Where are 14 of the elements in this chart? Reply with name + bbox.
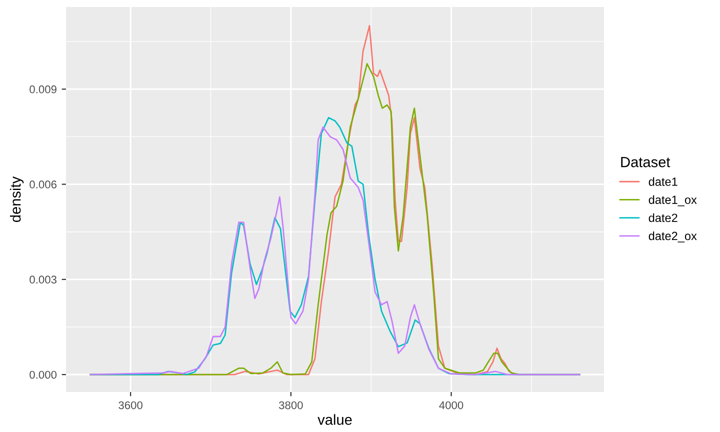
y-axis-title: density: [10, 176, 24, 222]
y-tick-label: 0.000: [30, 370, 57, 379]
legend-label: date2_ox: [648, 231, 697, 242]
y-tick-label: 0.009: [30, 85, 56, 94]
legend-label: date1: [648, 177, 678, 186]
x-axis-title: value: [318, 414, 352, 425]
legend-label: date2: [648, 213, 678, 222]
legend-title: Dataset: [621, 157, 670, 168]
y-tick-label: 0.003: [30, 276, 56, 284]
x-tick-label: 3800: [278, 401, 303, 410]
x-tick-label: 4000: [439, 401, 464, 410]
x-tick-label: 3600: [118, 401, 142, 410]
y-tick-label: 0.006: [30, 180, 56, 188]
legend-label: date1_ox: [648, 195, 697, 206]
